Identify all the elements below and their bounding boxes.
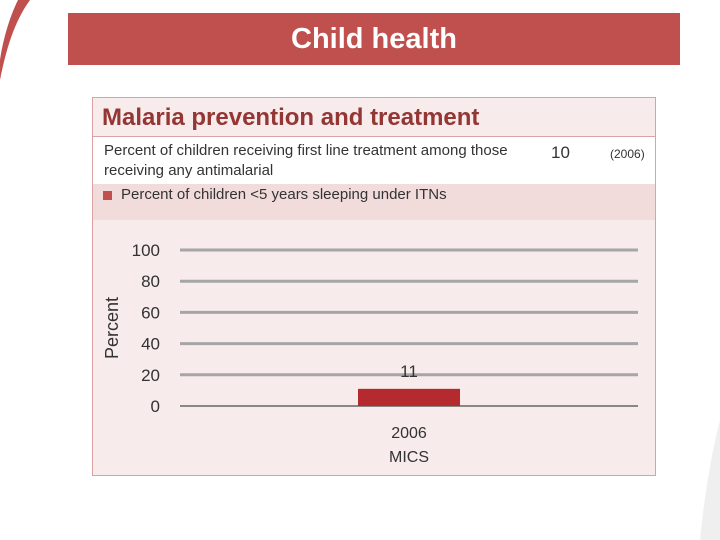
y-tick-label: 0 — [151, 397, 160, 416]
data-label: 11 — [400, 362, 418, 381]
y-axis-label: Percent — [102, 297, 122, 359]
y-tick-label: 80 — [141, 272, 160, 291]
y-tick-label: 100 — [132, 241, 160, 260]
decorative-swoosh-left — [0, 0, 30, 80]
data-bar — [358, 388, 460, 406]
x-tick-label: 2006 — [391, 425, 427, 442]
y-tick-label: 60 — [141, 303, 160, 322]
indicator-year: (2006) — [610, 147, 645, 161]
y-tick-label: 40 — [141, 335, 160, 354]
legend-swatch — [103, 191, 112, 200]
x-tick-label: MICS — [389, 449, 429, 466]
chart-legend: Percent of children <5 years sleeping un… — [93, 184, 655, 220]
decorative-swoosh-right — [700, 420, 720, 540]
slide-title: Child health — [68, 13, 680, 65]
indicator-row: Percent of children receiving first line… — [93, 136, 655, 185]
bar-chart: Percent 0 20 40 60 80 100 11 2006 MICS — [102, 241, 638, 466]
indicator-value: 10 — [551, 143, 570, 162]
panel-heading: Malaria prevention and treatment — [102, 104, 480, 131]
malaria-panel: Malaria prevention and treatment Percent… — [92, 97, 656, 476]
legend-label: Percent of children <5 years sleeping un… — [121, 186, 447, 203]
y-tick-label: 20 — [141, 366, 160, 385]
indicator-text: Percent of children receiving first line… — [104, 142, 508, 179]
